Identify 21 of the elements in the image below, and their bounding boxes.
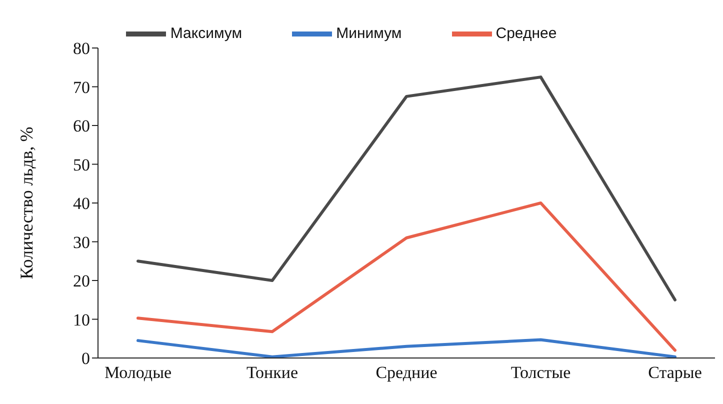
y-tick-label: 10	[73, 310, 90, 330]
line-series	[136, 202, 676, 352]
y-tick-label: 70	[73, 78, 90, 97]
y-tick-label: 50	[73, 155, 90, 174]
y-tick-label: 80	[73, 39, 90, 58]
y-tick-label: 20	[73, 272, 90, 291]
legend-label: Максимум	[170, 24, 242, 42]
y-tick-label: 60	[73, 116, 90, 136]
y-tick-label: 30	[73, 232, 90, 252]
line-series	[136, 76, 676, 302]
y-tick-label: 40	[73, 194, 90, 214]
x-tick-label: Толстые	[510, 363, 571, 382]
x-tick-label: Молодые	[104, 363, 172, 382]
y-tick-label: 0	[82, 349, 90, 368]
x-tick-label: Средние	[376, 363, 438, 382]
x-tick-label: Старые	[648, 363, 702, 382]
legend-label: Среднее	[496, 24, 557, 42]
y-axis-title: Количество льдв, %	[16, 126, 36, 280]
line-series	[136, 338, 676, 358]
x-tick-label: Тонкие	[246, 363, 298, 382]
legend-label: Минимум	[336, 24, 402, 42]
